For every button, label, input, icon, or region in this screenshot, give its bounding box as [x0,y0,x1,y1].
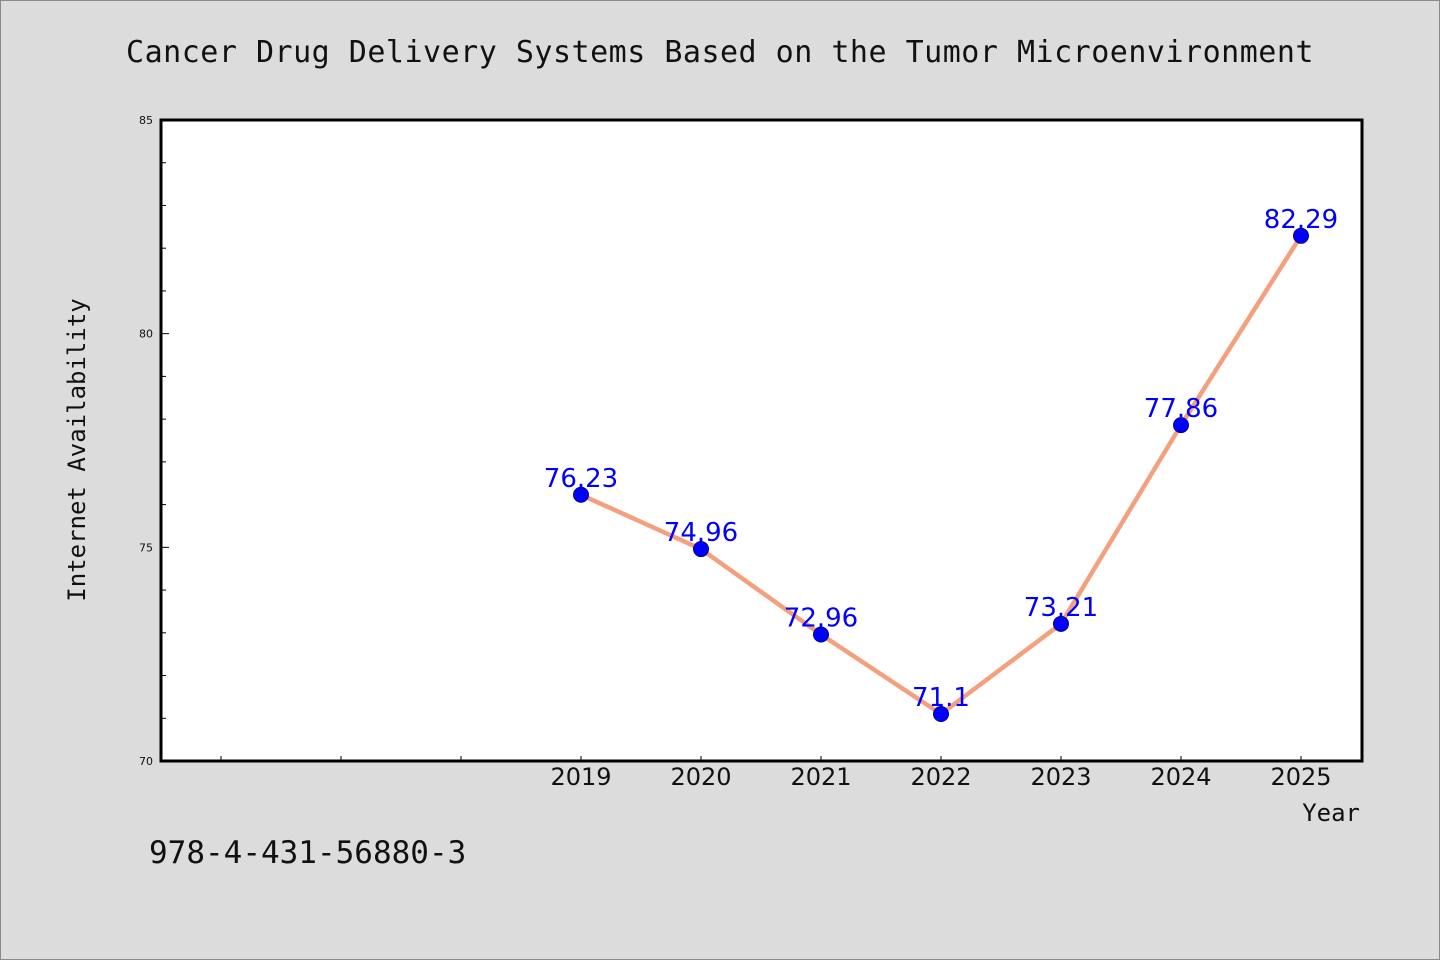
isbn-text: 978-4-431-56880-3 [149,835,467,871]
y-axis-label: Internet Availability [63,298,91,601]
data-point [573,486,589,503]
x-tick-label: 2020 [670,763,731,791]
data-points [573,227,1309,722]
y-tick-label: 75 [139,541,153,554]
data-label: 71.1 [912,683,970,713]
data-point [933,705,949,722]
x-tick-label: 2023 [1030,763,1091,791]
x-tick-label: 2019 [550,763,611,791]
y-axis: 70 75 80 85 [139,114,169,768]
data-label: 74.96 [664,518,738,548]
data-label: 77.86 [1144,394,1218,424]
x-axis: 2019 2020 2021 2022 2023 2024 2025 [220,756,1332,791]
data-point [813,626,829,643]
y-tick-label: 70 [139,755,153,768]
data-point [1173,417,1189,434]
chart-title: Cancer Drug Delivery Systems Based on th… [126,35,1314,70]
x-tick-label: 2024 [1150,763,1211,791]
data-label: 76.23 [544,464,618,494]
data-labels: 76.23 74.96 72.96 71.1 73.21 77.86 82.29 [544,205,1338,713]
data-label: 72.96 [784,604,858,634]
data-point [1293,227,1309,244]
data-point [1053,615,1069,632]
plot-area [159,118,1364,763]
data-point [693,541,709,558]
x-tick-label: 2021 [790,763,851,791]
data-label: 82.29 [1264,205,1338,235]
y-tick-label: 85 [139,114,153,127]
y-tick-label: 80 [139,328,153,341]
x-axis-label: Year [1302,799,1360,827]
x-tick-label: 2025 [1270,763,1331,791]
data-label: 73.21 [1024,593,1098,623]
x-tick-label: 2022 [910,763,971,791]
